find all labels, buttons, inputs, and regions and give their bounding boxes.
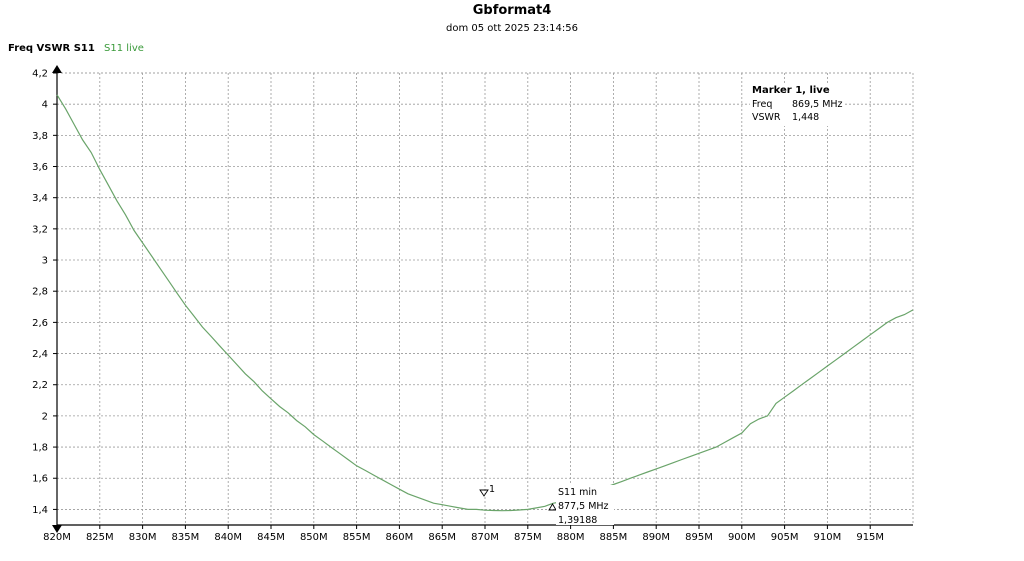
y-tick-label: 3,8: [32, 131, 48, 142]
marker-1-triangle-icon[interactable]: [479, 489, 489, 497]
x-tick-label: 865M: [428, 532, 456, 543]
series-line-s11[interactable]: [56, 94, 914, 512]
legend-series-s11[interactable]: S11 live: [104, 43, 144, 54]
x-tick-label: 880M: [557, 532, 585, 543]
y-axis-up-arrow-icon: [52, 65, 62, 73]
axes: [53, 72, 913, 529]
y-tick-label: 2,6: [32, 318, 48, 329]
marker-readout-title: Marker 1, live: [752, 85, 830, 96]
y-tick-label: 2: [42, 411, 48, 422]
x-tick-labels: 820M 825M 830M 835M 840M 845M 850M 855M 860M 865M…: [43, 532, 884, 543]
y-axis-name: Freq VSWR S11: [8, 43, 95, 54]
y-tick-label: 4,2: [32, 69, 48, 80]
x-tick-label: 885M: [600, 532, 628, 543]
grid-lines: [57, 72, 914, 525]
marker-freq-value: 869,5 MHz: [792, 98, 843, 110]
x-tick-label: 850M: [300, 532, 328, 543]
y-tick-label: 1,4: [32, 505, 48, 516]
x-tick-label: 915M: [856, 532, 884, 543]
y-tick-label: 1,8: [32, 443, 48, 454]
x-tick-label: 820M: [43, 532, 71, 543]
min-annotation-freq: 877,5 MHz: [558, 501, 609, 512]
marker-1-tag: 1: [489, 484, 495, 495]
y-tick-label: 3,6: [32, 162, 48, 173]
y-tick-label: 3: [42, 256, 48, 267]
min-annotation-bg: [556, 485, 614, 525]
chart-title: Gbformat4: [472, 3, 552, 18]
min-annotation-value: 1,39188: [558, 515, 597, 526]
y-tick-label: 2,4: [32, 349, 48, 360]
x-tick-label: 910M: [814, 532, 842, 543]
marker-freq-label: Freq: [752, 98, 773, 110]
y-tick-label: 1,6: [32, 474, 48, 485]
x-tick-label: 840M: [214, 532, 242, 543]
min-marker-triangle-icon[interactable]: [548, 503, 557, 511]
x-tick-label: 855M: [343, 532, 371, 543]
x-tick-label: 845M: [257, 532, 285, 543]
marker-1[interactable]: 1: [479, 484, 495, 497]
marker-readout[interactable]: Marker 1, live Freq 869,5 MHz VSWR 1,448: [750, 83, 845, 126]
chart-timestamp: dom 05 ott 2025 23:14:56: [446, 23, 578, 34]
x-tick-label: 890M: [642, 532, 670, 543]
legend-header: Freq VSWR S11 S11 live: [8, 43, 144, 54]
min-marker[interactable]: S11 min 877,5 MHz 1,39188: [548, 485, 614, 526]
marker-readout-freq: Freq 869,5 MHz: [752, 98, 843, 112]
marker-vswr-label: VSWR: [752, 112, 781, 123]
y-tick-label: 4: [42, 100, 48, 111]
y-axis-down-arrow-icon: [52, 525, 62, 533]
y-tick-label: 2,8: [32, 287, 48, 298]
x-tick-label: 900M: [728, 532, 756, 543]
min-annotation-label: S11 min: [558, 487, 597, 498]
x-tick-label: 860M: [386, 532, 414, 543]
y-tick-label: 3,2: [32, 224, 48, 235]
marker-readout-vswr: VSWR 1,448: [752, 111, 843, 125]
y-tick-labels: 1,4 1,6 1,8 2 2,2 2,4 2,6 2,8 3 3,2 3,4 3,6 3,8 4 4,2: [32, 69, 48, 516]
x-tick-label: 870M: [471, 532, 499, 543]
x-tick-label: 825M: [86, 532, 114, 543]
x-tick-label: 905M: [771, 532, 799, 543]
marker-vswr-value: 1,448: [792, 112, 820, 123]
y-tick-label: 3,4: [32, 193, 48, 204]
x-tick-label: 895M: [685, 532, 713, 543]
x-tick-label: 830M: [129, 532, 157, 543]
x-tick-label: 875M: [514, 532, 542, 543]
y-tick-label: 2,2: [32, 380, 48, 391]
x-tick-label: 835M: [172, 532, 200, 543]
